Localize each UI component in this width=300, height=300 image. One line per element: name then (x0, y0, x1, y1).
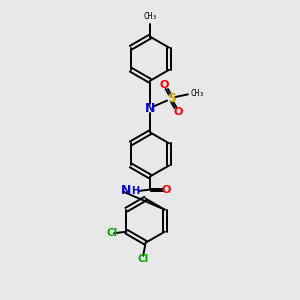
Text: N: N (145, 102, 155, 115)
Text: O: O (159, 80, 169, 90)
Text: CH₃: CH₃ (143, 12, 157, 21)
Text: CH₃: CH₃ (190, 89, 205, 98)
Text: H: H (130, 186, 139, 196)
Text: O: O (174, 107, 183, 117)
Text: Cl: Cl (106, 229, 117, 238)
Text: S: S (167, 92, 176, 105)
Text: Cl: Cl (138, 254, 149, 264)
Text: N: N (121, 184, 132, 197)
Text: O: O (161, 185, 171, 195)
